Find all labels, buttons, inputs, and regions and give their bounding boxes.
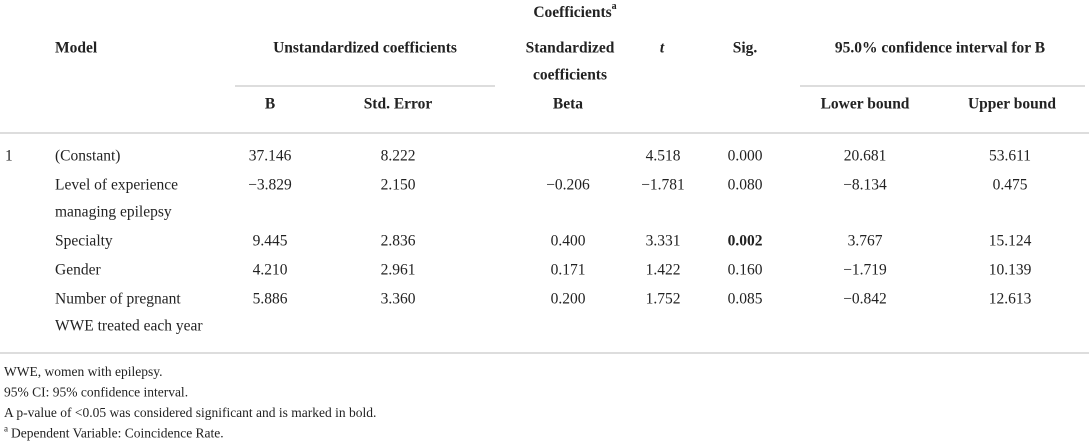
header-b: B [265, 96, 275, 113]
cell-b: 9.445 [253, 233, 288, 250]
cell-upper: 53.611 [989, 148, 1031, 165]
cell-b: 37.146 [249, 148, 292, 165]
row-label: Specialty [55, 233, 113, 250]
row-label: Number of pregnant [55, 291, 181, 308]
cell-beta: −0.206 [546, 177, 590, 194]
header-ci: 95.0% confidence interval for B [835, 40, 1045, 57]
cell-beta: 0.200 [551, 291, 586, 308]
cell-std-error: 2.836 [381, 233, 416, 250]
cell-beta: 0.400 [551, 233, 586, 250]
cell-lower: −8.134 [843, 177, 887, 194]
cell-b: 4.210 [253, 262, 288, 279]
cell-lower: 3.767 [848, 233, 883, 250]
footnote-superscript: a [4, 424, 8, 434]
header-lower: Lower bound [821, 96, 910, 113]
cell-std-error: 8.222 [381, 148, 416, 165]
header-sig: Sig. [733, 40, 758, 57]
header-standardized: Standardized [526, 40, 615, 57]
cell-t: 3.331 [646, 233, 681, 250]
header-model: Model [55, 40, 98, 57]
cell-upper: 0.475 [993, 177, 1028, 194]
cell-std-error: 2.150 [381, 177, 416, 194]
row-label: Level of experience [55, 177, 178, 194]
footnote: WWE, women with epilepsy. [4, 364, 162, 379]
cell-b: −3.829 [248, 177, 292, 194]
header-unstandardized: Unstandardized coefficients [273, 40, 457, 57]
cell-t: 1.422 [646, 262, 681, 279]
model-number: 1 [5, 148, 13, 165]
cell-sig: 0.160 [728, 262, 763, 279]
footnote: A p-value of <0.05 was considered signif… [4, 405, 376, 420]
cell-t: 1.752 [646, 291, 681, 308]
cell-lower: 20.681 [844, 148, 887, 165]
row-label: WWE treated each year [55, 318, 203, 335]
header-beta: Beta [553, 96, 583, 113]
cell-std-error: 3.360 [381, 291, 416, 308]
footnote: 95% CI: 95% confidence interval. [4, 385, 188, 400]
cell-sig: 0.000 [728, 148, 763, 165]
cell-beta: 0.171 [551, 262, 586, 279]
cell-t: −1.781 [641, 177, 685, 194]
footnote-text: Dependent Variable: Coincidence Rate. [11, 426, 224, 441]
footnote: a Dependent Variable: Coincidence Rate. [4, 424, 224, 441]
row-label: managing epilepsy [55, 204, 172, 221]
header-standardized: coefficients [533, 67, 607, 84]
cell-t: 4.518 [646, 148, 681, 165]
cell-upper: 10.139 [989, 262, 1032, 279]
cell-sig: 0.002 [728, 233, 763, 250]
cell-upper: 12.613 [989, 291, 1032, 308]
row-label: Gender [55, 262, 101, 279]
cell-sig: 0.080 [728, 177, 763, 194]
row-label: (Constant) [55, 148, 120, 165]
title-superscript: a [612, 1, 617, 12]
cell-sig: 0.085 [728, 291, 763, 308]
header-t: t [660, 40, 665, 57]
cell-b: 5.886 [253, 291, 288, 308]
title-text: Coefficients [533, 4, 611, 21]
cell-lower: −1.719 [843, 262, 887, 279]
header-upper: Upper bound [968, 96, 1056, 113]
cell-upper: 15.124 [989, 233, 1032, 250]
cell-lower: −0.842 [843, 291, 887, 308]
header-std-error: Std. Error [364, 96, 433, 113]
table-title: Coefficientsa [533, 1, 616, 20]
cell-std-error: 2.961 [381, 262, 416, 279]
